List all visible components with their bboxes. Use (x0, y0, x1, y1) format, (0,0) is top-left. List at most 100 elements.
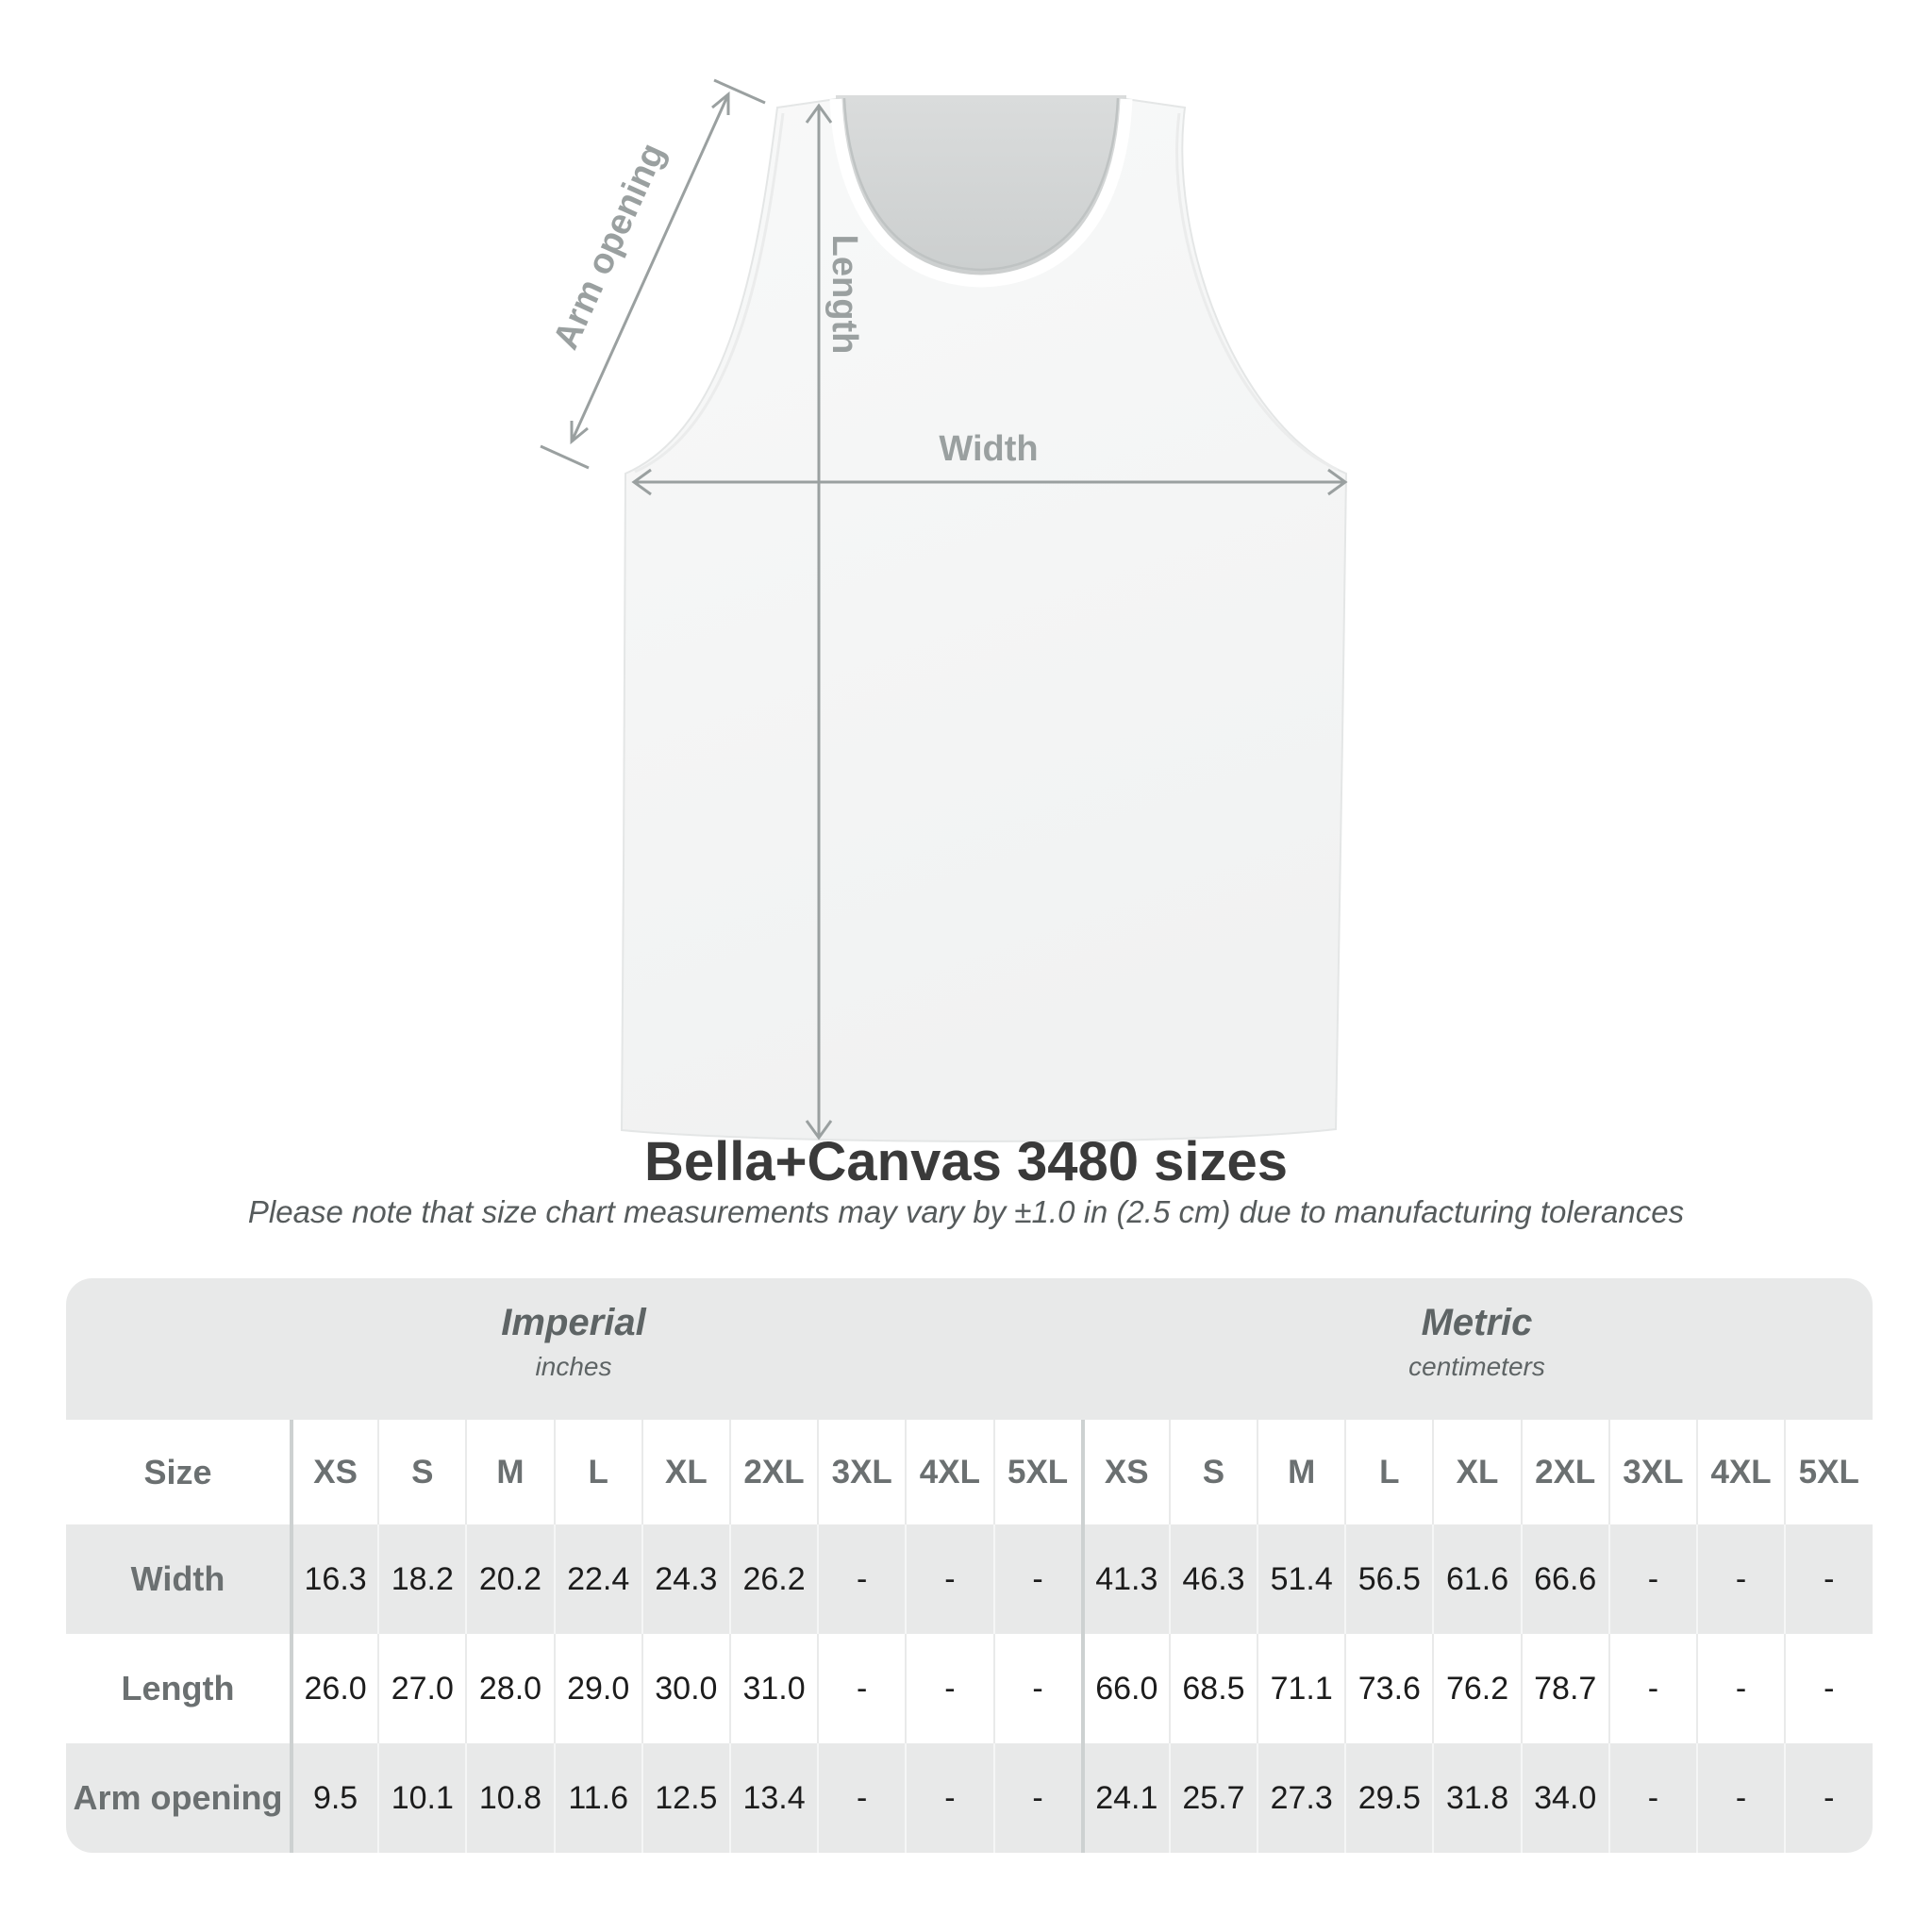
table-cell: 25.7 (1168, 1743, 1257, 1853)
neck-binding (829, 98, 1133, 288)
table-cell: 10.8 (465, 1743, 553, 1853)
table-cell: 10.1 (377, 1743, 465, 1853)
table-cell: - (992, 1634, 1081, 1743)
table-cell: 41.3 (1080, 1524, 1169, 1634)
table-cell: - (992, 1524, 1081, 1634)
row-label: Width (130, 1559, 225, 1598)
width-arrow (631, 468, 1348, 496)
table-cell: - (817, 1743, 905, 1853)
table-cell: 76.2 (1432, 1634, 1520, 1743)
table-cell: 66.6 (1520, 1524, 1608, 1634)
table-row: Arm opening 9.5 10.1 10.8 11.6 12.5 13.4- - -24.… (66, 1743, 1873, 1853)
imperial-label: Imperial (501, 1302, 646, 1343)
table-cell: - (1784, 1634, 1872, 1743)
table-cell: 66.0 (1080, 1634, 1169, 1743)
table-cell: - (905, 1634, 992, 1743)
table-cell: - (905, 1743, 992, 1853)
table-cell: 20.2 (465, 1524, 553, 1634)
table-cell: - (817, 1634, 905, 1743)
metric-label: Metric (1421, 1302, 1533, 1343)
table-cell: 11.6 (553, 1743, 641, 1853)
table-cell: 9.5 (290, 1743, 377, 1853)
table-cell: 24.3 (641, 1524, 729, 1634)
size-header-imperial: M (465, 1420, 553, 1524)
arm-opening-label: Arm opening (546, 138, 674, 356)
table-cell: 29.5 (1344, 1743, 1432, 1853)
size-header-metric: L (1344, 1420, 1432, 1524)
imperial-unit-label: inches (535, 1352, 612, 1381)
size-header-metric: 5XL (1784, 1420, 1872, 1524)
table-cell: - (1607, 1524, 1696, 1634)
table-cell: 12.5 (641, 1743, 729, 1853)
table-cell: 27.3 (1257, 1743, 1344, 1853)
table-cell: 51.4 (1257, 1524, 1344, 1634)
table-cell: 34.0 (1520, 1743, 1608, 1853)
width-label: Width (939, 429, 1038, 469)
table-cell: 56.5 (1344, 1524, 1432, 1634)
table-cell: 71.1 (1257, 1634, 1344, 1743)
table-cell: 29.0 (553, 1634, 641, 1743)
arm-opening-arrow (540, 78, 766, 470)
size-table: Imperial inches Metric centimeters Size X… (66, 1278, 1873, 1853)
table-cell: 73.6 (1344, 1634, 1432, 1743)
table-cell: - (1696, 1743, 1784, 1853)
armhole-seam-right (1175, 112, 1339, 472)
table-cell: 13.4 (728, 1743, 817, 1853)
table-cell: - (905, 1524, 992, 1634)
table-cell: 22.4 (553, 1524, 641, 1634)
unit-band: Imperial inches Metric centimeters (66, 1278, 1873, 1420)
armhole-seam-left (634, 112, 785, 474)
table-cell: - (1696, 1524, 1784, 1634)
size-header-imperial: 5XL (992, 1420, 1081, 1524)
size-header-metric: S (1168, 1420, 1257, 1524)
size-header-imperial: XS (290, 1420, 377, 1524)
table-cell: - (1607, 1634, 1696, 1743)
size-table-grid: Size XS S M L XL 2XL 3XL 4XL 5XL XS S M L XL 2XL 3XL 4XL 5… (66, 1420, 1873, 1853)
table-cell: 68.5 (1168, 1634, 1257, 1743)
page-title: Bella+Canvas 3480 sizes (644, 1131, 1288, 1192)
table-cell: 18.2 (377, 1524, 465, 1634)
table-cell: - (817, 1524, 905, 1634)
table-cell: - (1607, 1743, 1696, 1853)
table-row: Width 16.3 18.2 20.2 22.4 24.3 26.2- - -41.3 46.3… (66, 1524, 1873, 1634)
size-header-imperial: 3XL (817, 1420, 905, 1524)
table-header-row: Size XS S M L XL 2XL 3XL 4XL 5XL XS S M L XL 2XL 3XL 4XL 5… (66, 1420, 1873, 1524)
size-col-header: Size (143, 1452, 212, 1491)
unit-group-imperial: Imperial inches (66, 1278, 1081, 1420)
size-header-imperial: XL (641, 1420, 729, 1524)
table-cell: 16.3 (290, 1524, 377, 1634)
length-label: Length (824, 235, 864, 355)
unit-group-metric: Metric centimeters (1081, 1278, 1873, 1420)
size-header-metric: M (1257, 1420, 1344, 1524)
size-header-metric: 2XL (1520, 1420, 1608, 1524)
table-cell: 78.7 (1520, 1634, 1608, 1743)
table-cell: 24.1 (1080, 1743, 1169, 1853)
row-label: Length (121, 1669, 235, 1707)
table-cell: - (1696, 1634, 1784, 1743)
table-cell: 27.0 (377, 1634, 465, 1743)
size-header-imperial: L (553, 1420, 641, 1524)
table-cell: 26.0 (290, 1634, 377, 1743)
neck-rim-line (842, 97, 1120, 272)
size-header-metric: 4XL (1696, 1420, 1784, 1524)
table-cell: - (1784, 1524, 1872, 1634)
metric-unit-label: centimeters (1408, 1352, 1545, 1381)
table-cell: - (992, 1743, 1081, 1853)
size-header-metric: 3XL (1607, 1420, 1696, 1524)
length-arrow (805, 103, 833, 1141)
table-cell: 31.8 (1432, 1743, 1520, 1853)
table-row: Length 26.0 27.0 28.0 29.0 30.0 31.0- - -66.0 68.… (66, 1634, 1873, 1743)
size-header-metric: XL (1432, 1420, 1520, 1524)
table-cell: 46.3 (1168, 1524, 1257, 1634)
size-header-imperial: 2XL (728, 1420, 817, 1524)
tolerance-note: Please note that size chart measurements… (247, 1194, 1685, 1229)
table-cell: 31.0 (728, 1634, 817, 1743)
table-cell: - (1784, 1743, 1872, 1853)
size-header-imperial: 4XL (905, 1420, 992, 1524)
table-cell: 26.2 (728, 1524, 817, 1634)
table-cell: 28.0 (465, 1634, 553, 1743)
tank-top-illustration: Arm opening Length Width (540, 78, 1348, 1142)
neck-opening (836, 95, 1126, 281)
table-cell: 61.6 (1432, 1524, 1520, 1634)
